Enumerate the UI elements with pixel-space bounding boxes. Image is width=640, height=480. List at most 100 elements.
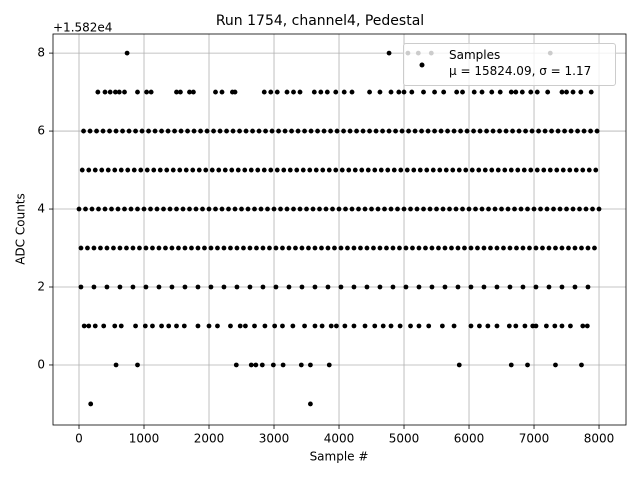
data-point bbox=[235, 167, 241, 173]
data-point bbox=[583, 206, 589, 212]
data-point bbox=[313, 167, 319, 173]
data-point bbox=[148, 206, 153, 212]
data-point bbox=[312, 245, 318, 251]
data-point bbox=[416, 323, 422, 329]
data-point bbox=[280, 245, 285, 251]
data-point bbox=[146, 128, 151, 134]
data-point bbox=[516, 128, 522, 134]
data-point bbox=[116, 89, 122, 95]
data-point bbox=[167, 206, 173, 212]
data-point bbox=[213, 206, 218, 212]
data-point bbox=[432, 128, 437, 134]
x-tick-label: 7000 bbox=[519, 432, 550, 446]
data-point bbox=[443, 167, 449, 173]
data-point bbox=[79, 167, 85, 173]
data-point bbox=[247, 284, 253, 290]
data-point bbox=[166, 323, 172, 329]
data-point bbox=[362, 323, 368, 329]
data-point bbox=[547, 167, 553, 173]
data-point bbox=[295, 128, 301, 134]
data-point bbox=[78, 245, 84, 251]
y-tick-label: 8 bbox=[37, 46, 45, 60]
data-point bbox=[182, 245, 188, 251]
data-point bbox=[241, 245, 246, 251]
data-point bbox=[508, 89, 514, 95]
chart-title: Run 1754, channel4, Pedestal bbox=[216, 13, 424, 29]
data-point bbox=[324, 89, 330, 95]
data-point bbox=[533, 323, 539, 329]
data-point bbox=[107, 128, 112, 134]
x-tick-label: 3000 bbox=[259, 432, 290, 446]
data-point bbox=[326, 362, 332, 368]
data-point bbox=[183, 167, 189, 173]
data-point bbox=[425, 128, 431, 134]
data-point bbox=[272, 323, 278, 329]
data-point bbox=[527, 245, 532, 251]
data-point bbox=[86, 167, 92, 173]
data-point bbox=[476, 167, 482, 173]
data-point bbox=[421, 206, 426, 212]
data-point bbox=[572, 245, 578, 251]
data-point bbox=[395, 206, 400, 212]
data-point bbox=[245, 206, 251, 212]
data-point bbox=[286, 245, 292, 251]
data-point bbox=[150, 323, 155, 329]
data-point bbox=[372, 323, 378, 329]
data-point bbox=[419, 128, 424, 134]
data-point bbox=[568, 323, 573, 329]
data-point bbox=[230, 128, 236, 134]
data-point bbox=[538, 206, 543, 212]
data-point bbox=[484, 128, 489, 134]
data-point bbox=[349, 89, 355, 95]
data-point bbox=[429, 245, 435, 251]
data-point bbox=[553, 245, 558, 251]
data-point bbox=[411, 167, 417, 173]
data-point bbox=[135, 206, 140, 212]
data-point bbox=[488, 245, 493, 251]
data-point bbox=[133, 323, 138, 329]
data-point bbox=[156, 284, 162, 290]
data-point bbox=[560, 167, 566, 173]
data-point bbox=[359, 167, 365, 173]
data-point bbox=[578, 89, 584, 95]
data-point bbox=[177, 167, 183, 173]
data-point bbox=[468, 323, 474, 329]
data-point bbox=[117, 245, 123, 251]
data-point bbox=[403, 284, 409, 290]
data-point bbox=[378, 167, 384, 173]
data-point bbox=[159, 323, 164, 329]
data-point bbox=[584, 323, 590, 329]
data-point bbox=[217, 128, 223, 134]
data-point bbox=[323, 206, 329, 212]
data-point bbox=[281, 167, 287, 173]
data-point bbox=[391, 167, 397, 173]
data-point bbox=[176, 245, 181, 251]
data-point bbox=[372, 167, 378, 173]
data-point bbox=[216, 167, 222, 173]
data-point bbox=[300, 167, 306, 173]
data-point bbox=[338, 284, 344, 290]
data-point bbox=[174, 323, 179, 329]
data-point bbox=[328, 323, 334, 329]
data-point bbox=[481, 245, 487, 251]
data-point bbox=[401, 89, 407, 95]
data-point bbox=[131, 167, 137, 173]
data-point bbox=[252, 323, 257, 329]
data-point bbox=[101, 323, 107, 329]
data-point bbox=[284, 89, 290, 95]
data-point bbox=[269, 128, 275, 134]
data-point bbox=[113, 128, 119, 134]
data-point bbox=[248, 167, 254, 173]
data-point bbox=[438, 128, 444, 134]
data-point bbox=[398, 167, 404, 173]
data-point bbox=[522, 323, 528, 329]
data-point bbox=[243, 323, 248, 329]
data-point bbox=[416, 284, 422, 290]
x-tick-label: 8000 bbox=[584, 432, 615, 446]
data-point bbox=[552, 323, 558, 329]
data-point bbox=[380, 128, 385, 134]
data-point bbox=[429, 284, 435, 290]
data-point bbox=[427, 206, 433, 212]
data-point bbox=[384, 245, 389, 251]
